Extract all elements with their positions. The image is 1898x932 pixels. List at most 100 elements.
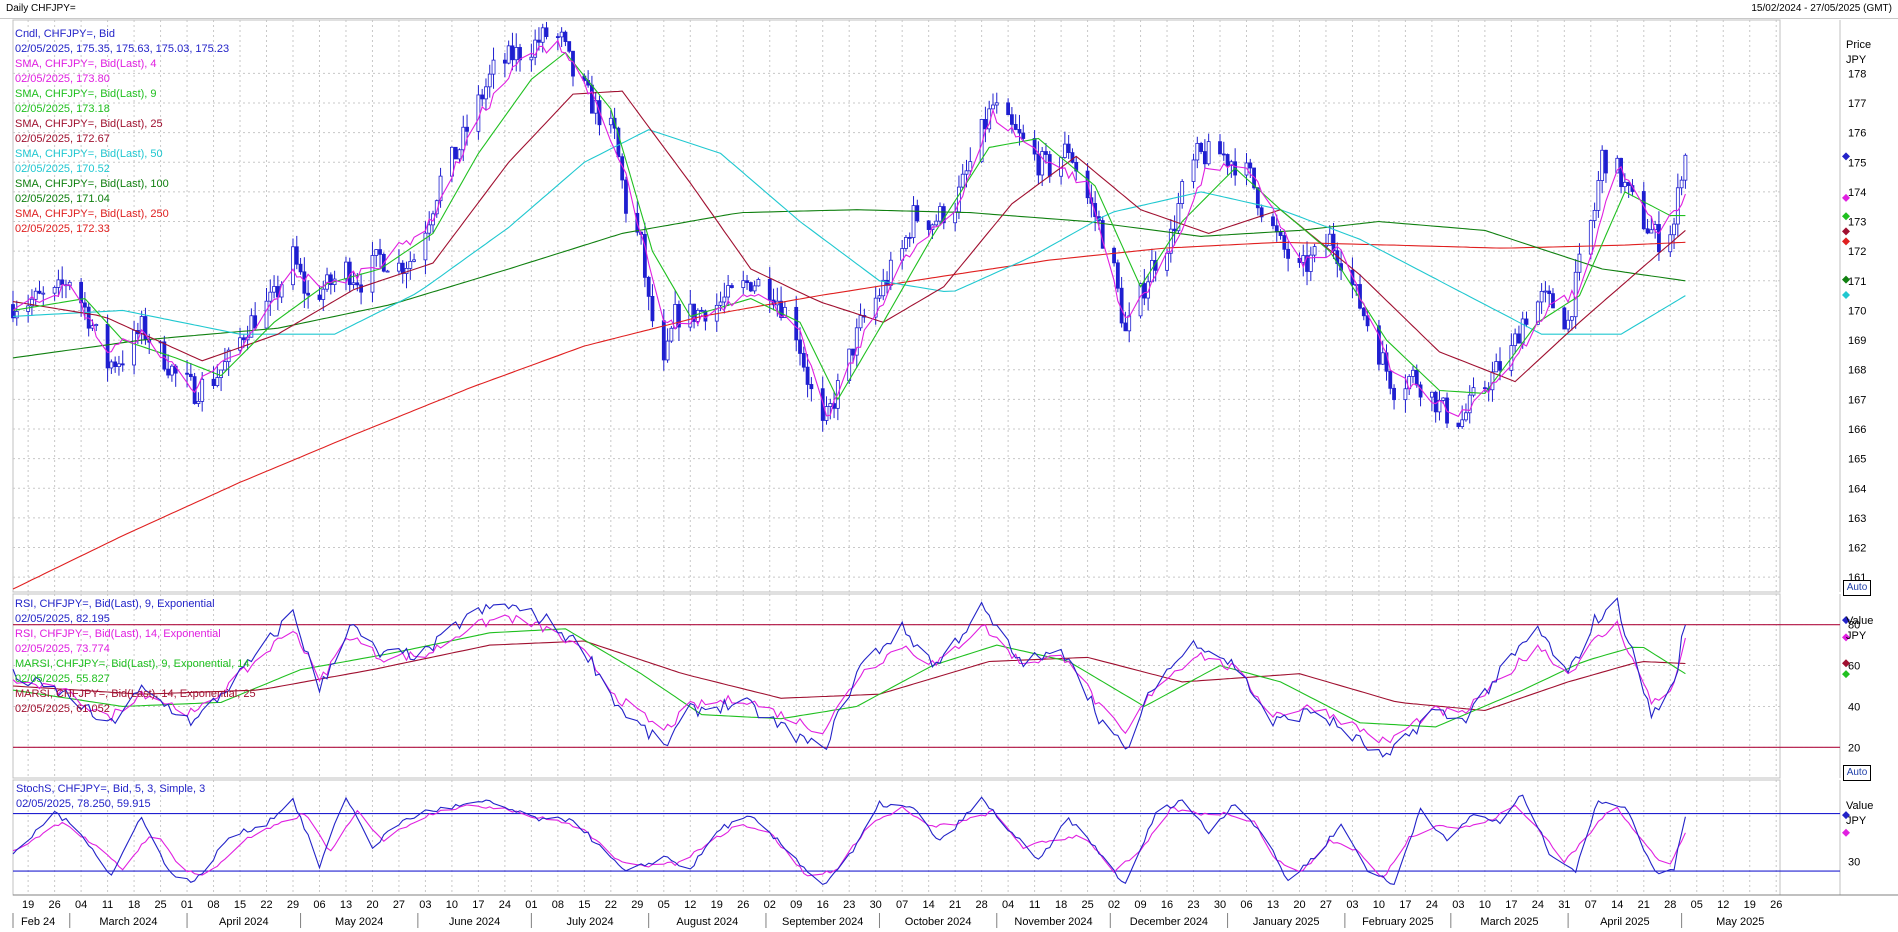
legend-entry-label[interactable]: RSI, CHFJPY=, Bid(Last), 14, Exponential bbox=[15, 628, 221, 640]
price-tick-label: 175 bbox=[1848, 157, 1866, 169]
candle-body bbox=[355, 282, 360, 286]
candle-body bbox=[1622, 181, 1627, 188]
x-day-label: 04 bbox=[1002, 899, 1014, 911]
x-day-label: 15 bbox=[578, 899, 590, 911]
x-month-label: July 2024 bbox=[566, 916, 613, 928]
x-day-label: 26 bbox=[48, 899, 60, 911]
candle-body bbox=[1127, 315, 1132, 332]
last-value-marker bbox=[1842, 291, 1850, 300]
x-day-label: 12 bbox=[1717, 899, 1729, 911]
candle-body bbox=[344, 261, 348, 280]
candle-body bbox=[162, 341, 167, 370]
date-range: 15/02/2024 - 27/05/2025 (GMT) bbox=[1751, 3, 1892, 14]
price-tick-label: 166 bbox=[1848, 424, 1866, 436]
candle-body bbox=[1017, 129, 1022, 134]
x-day-label: 08 bbox=[552, 899, 564, 911]
candle-body bbox=[484, 86, 488, 100]
last-value-marker bbox=[1842, 227, 1850, 236]
price-auto-button[interactable]: Auto bbox=[1843, 580, 1871, 596]
legend-entry-label[interactable]: StochS, CHFJPY=, Bid, 5, 3, Simple, 3 bbox=[16, 783, 206, 795]
candle-body bbox=[1675, 187, 1680, 225]
candle-body bbox=[60, 279, 65, 286]
candle-body bbox=[953, 211, 958, 224]
candle-body bbox=[779, 300, 783, 318]
price-axis-unit: JPY bbox=[1846, 54, 1867, 66]
legend-entry-label[interactable]: SMA, CHFJPY=, Bid(Last), 250 bbox=[15, 208, 169, 220]
candle-body bbox=[1377, 325, 1381, 365]
marsi14-line bbox=[12, 640, 1686, 712]
candle-body bbox=[741, 280, 746, 288]
rsi-auto-button[interactable]: Auto bbox=[1843, 765, 1871, 781]
stoch-axis-title: Value bbox=[1846, 800, 1874, 812]
legend-entry-label[interactable]: SMA, CHFJPY=, Bid(Last), 4 bbox=[15, 58, 157, 70]
x-day-label: 20 bbox=[1293, 899, 1305, 911]
candle-body bbox=[1520, 318, 1525, 344]
x-day-label: 15 bbox=[234, 899, 246, 911]
x-day-label: 13 bbox=[340, 899, 352, 911]
candle-body bbox=[461, 126, 466, 151]
x-day-label: 16 bbox=[1161, 899, 1173, 911]
candle-body bbox=[1403, 388, 1408, 401]
candle-body bbox=[1259, 207, 1264, 218]
candle-body bbox=[624, 179, 628, 214]
candle-body bbox=[1085, 170, 1090, 199]
candle-body bbox=[794, 306, 799, 341]
candle-body bbox=[1596, 180, 1601, 211]
rsi-axis-unit: JPY bbox=[1846, 630, 1867, 642]
x-month-label: May 2025 bbox=[1716, 916, 1764, 928]
candle-body bbox=[268, 291, 273, 302]
candle-body bbox=[983, 119, 988, 130]
x-day-label: 20 bbox=[366, 899, 378, 911]
candle-body bbox=[431, 213, 435, 226]
rsi-tick-label: 80 bbox=[1848, 620, 1860, 632]
candle-body bbox=[56, 279, 61, 288]
x-day-label: 01 bbox=[181, 899, 193, 911]
legend-entry-label[interactable]: Cndl, CHFJPY=, Bid bbox=[15, 28, 115, 40]
legend-entry-label[interactable]: RSI, CHFJPY=, Bid(Last), 9, Exponential bbox=[15, 598, 215, 610]
candle-body bbox=[1588, 220, 1593, 255]
legend-entry-value: 02/05/2025, 175.35, 175.63, 175.03, 175.… bbox=[15, 43, 230, 55]
candle-body bbox=[249, 315, 254, 338]
candle-body bbox=[1641, 191, 1646, 230]
candle-body bbox=[1464, 412, 1468, 421]
candle-body bbox=[1411, 369, 1415, 377]
legend-entry-label[interactable]: MARSI, CHFJPY=, Bid(Last), 9, Exponentia… bbox=[15, 658, 250, 670]
candle-body bbox=[1312, 246, 1317, 256]
legend-entry-label[interactable]: MARSI, CHFJPY=, Bid(Last), 14, Exponenti… bbox=[15, 688, 256, 700]
candle-body bbox=[926, 220, 931, 230]
x-day-label: 30 bbox=[1214, 899, 1226, 911]
legend-entry-value: 02/05/2025, 173.80 bbox=[15, 73, 110, 85]
x-day-label: 11 bbox=[102, 899, 113, 911]
price-tick-label: 167 bbox=[1848, 394, 1866, 406]
candle-body bbox=[113, 361, 118, 368]
candle-body bbox=[669, 327, 674, 342]
price-tick-label: 177 bbox=[1848, 98, 1866, 110]
legend-entry-label[interactable]: SMA, CHFJPY=, Bid(Last), 50 bbox=[15, 148, 163, 160]
legend-entry-label[interactable]: SMA, CHFJPY=, Bid(Last), 9 bbox=[15, 88, 157, 100]
x-day-label: 24 bbox=[1426, 899, 1438, 911]
legend-entry-label[interactable]: SMA, CHFJPY=, Bid(Last), 100 bbox=[15, 178, 169, 190]
window-title: Daily CHFJPY= bbox=[6, 3, 76, 14]
candle-body bbox=[1047, 154, 1052, 177]
candle-body bbox=[1248, 162, 1253, 169]
x-day-label: 05 bbox=[1691, 899, 1703, 911]
last-value-marker bbox=[1842, 616, 1850, 625]
last-value-marker bbox=[1842, 152, 1850, 161]
candle-body bbox=[608, 117, 613, 126]
candle-body bbox=[1380, 352, 1385, 365]
panel-price bbox=[12, 19, 1781, 593]
candle-body bbox=[1429, 391, 1434, 398]
legend-entry-label[interactable]: SMA, CHFJPY=, Bid(Last), 25 bbox=[15, 118, 163, 130]
candle-body bbox=[1112, 247, 1116, 264]
x-day-label: 04 bbox=[75, 899, 87, 911]
candle-body bbox=[851, 348, 855, 356]
x-day-label: 10 bbox=[1479, 899, 1491, 911]
rsi-tick-label: 60 bbox=[1848, 661, 1860, 673]
candle-body bbox=[1308, 254, 1313, 272]
x-day-label: 11 bbox=[1029, 899, 1040, 911]
candle-body bbox=[385, 270, 390, 273]
candle-body bbox=[1021, 132, 1026, 139]
candle-body bbox=[1573, 271, 1578, 318]
candle-body bbox=[506, 45, 511, 64]
